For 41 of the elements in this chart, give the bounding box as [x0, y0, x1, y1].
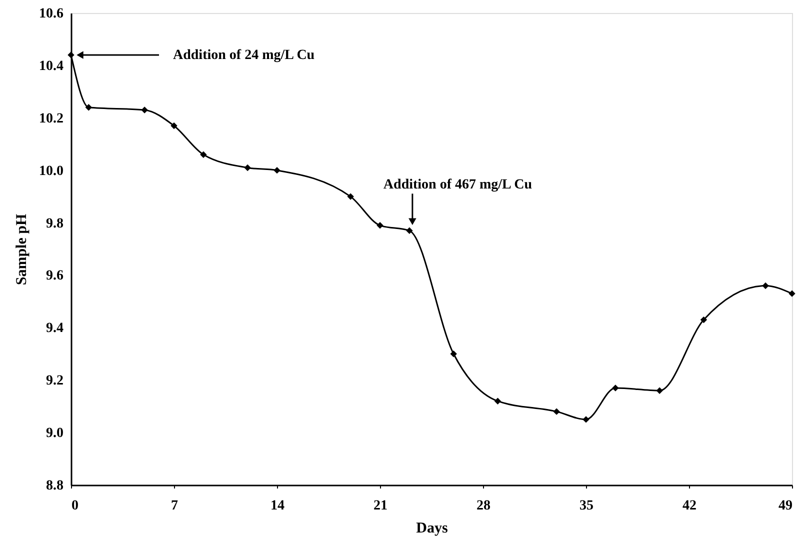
y-tick-label: 10.6 [39, 6, 64, 22]
y-axis-title: Sample pH [14, 214, 30, 286]
point [762, 282, 769, 290]
point [582, 416, 590, 423]
point [170, 122, 178, 130]
y-tick-label: 9.2 [46, 374, 64, 389]
point [553, 408, 560, 415]
y-tick-label: 10.4 [39, 58, 64, 74]
point [612, 384, 619, 392]
point [200, 151, 207, 158]
y-tick-label: 8.8 [46, 478, 64, 494]
point [788, 290, 796, 297]
x-tick-label: 42 [682, 498, 696, 514]
y-tick-label: 9.6 [46, 268, 64, 284]
y-tick-label: 10.0 [39, 164, 64, 179]
point [406, 227, 413, 234]
point [141, 106, 148, 114]
x-tick-label: 49 [778, 498, 792, 514]
x-axis-title: Days [416, 520, 448, 536]
y-tick-label: 9.4 [46, 321, 64, 336]
y-tick-label: 9.8 [46, 216, 64, 232]
point [376, 222, 384, 229]
point [347, 193, 354, 200]
point [656, 387, 663, 394]
x-tick-label: 21 [374, 498, 388, 514]
point [494, 398, 502, 404]
annotation: Addition of 24 mg/L Cu [173, 48, 315, 63]
point [244, 164, 251, 172]
point [85, 104, 92, 111]
x-tick-label: 35 [580, 498, 594, 514]
x-tick-label: 0 [72, 498, 78, 514]
x-tick-label: 28 [476, 498, 490, 514]
x-tick-label: 14 [270, 498, 284, 514]
annotation: Addition of 467 mg/L Cu [383, 178, 532, 193]
x-tick-label: 7 [171, 498, 178, 514]
point [450, 350, 457, 358]
y-tick-label: 10.2 [39, 111, 64, 126]
point [700, 316, 708, 324]
y-tick-label: 9.0 [46, 426, 64, 442]
point [68, 52, 74, 58]
point [274, 166, 280, 174]
